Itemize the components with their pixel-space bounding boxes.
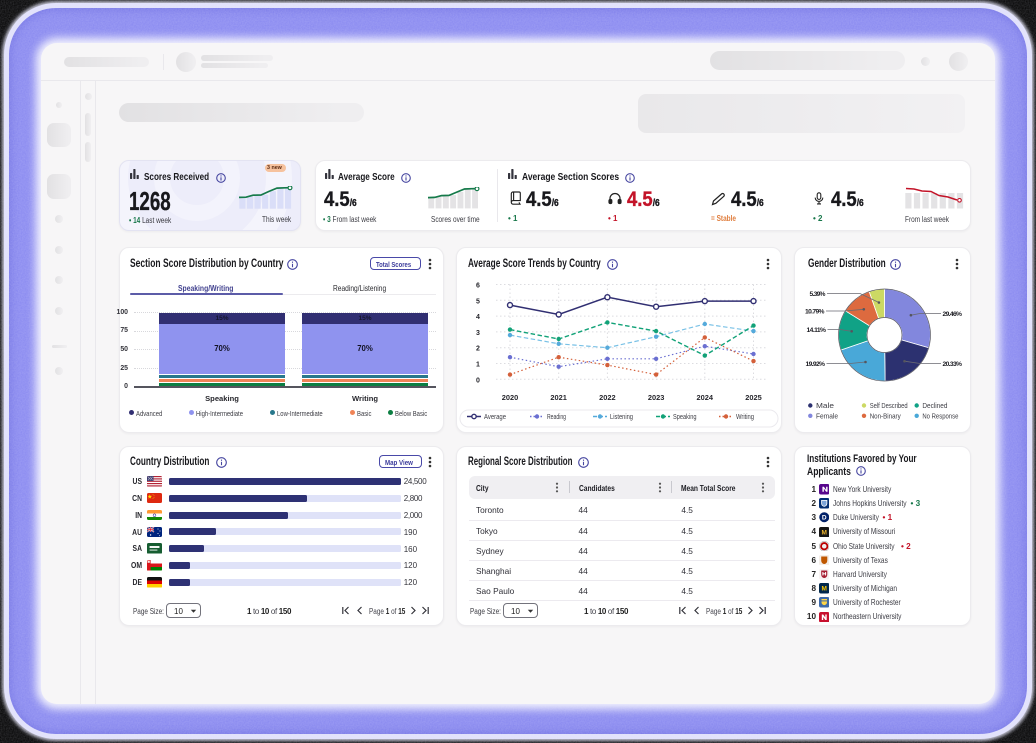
svg-text:19.92%: 19.92% [806,361,826,368]
svg-text:6: 6 [476,283,480,290]
svg-text:Female: Female [816,411,838,420]
svg-text:1: 1 [476,362,480,369]
svg-text:Average: Average [484,414,506,421]
svg-text:M: M [821,586,826,593]
svg-text:2025: 2025 [745,395,762,402]
svg-text:Non-Binary: Non-Binary [870,411,901,420]
svg-text:2024: 2024 [697,395,714,402]
svg-text:2021: 2021 [550,395,567,402]
svg-text:5.39%: 5.39% [810,291,826,298]
svg-text:D: D [821,515,826,522]
svg-text:2022: 2022 [599,395,616,402]
svg-text:No Response: No Response [922,411,958,420]
svg-text:0: 0 [476,377,480,384]
svg-text:Reading: Reading [547,414,566,421]
svg-text:Listening: Listening [610,414,633,421]
svg-text:14.11%: 14.11% [807,327,827,334]
svg-text:10.79%: 10.79% [805,309,825,316]
svg-text:Self Described: Self Described [870,401,908,410]
svg-text:2: 2 [476,346,480,353]
svg-text:4: 4 [476,314,480,321]
svg-text:Speaking: Speaking [673,414,697,421]
svg-text:Male: Male [816,401,834,410]
svg-text:29.46%: 29.46% [943,311,963,318]
svg-text:3: 3 [476,330,480,337]
svg-text:Writing: Writing [736,414,754,421]
svg-text:M: M [821,529,826,536]
svg-text:5: 5 [476,298,480,305]
svg-text:20.33%: 20.33% [943,361,963,368]
svg-text:2023: 2023 [648,395,665,402]
svg-text:Declined: Declined [922,401,947,410]
svg-text:2020: 2020 [502,395,519,402]
